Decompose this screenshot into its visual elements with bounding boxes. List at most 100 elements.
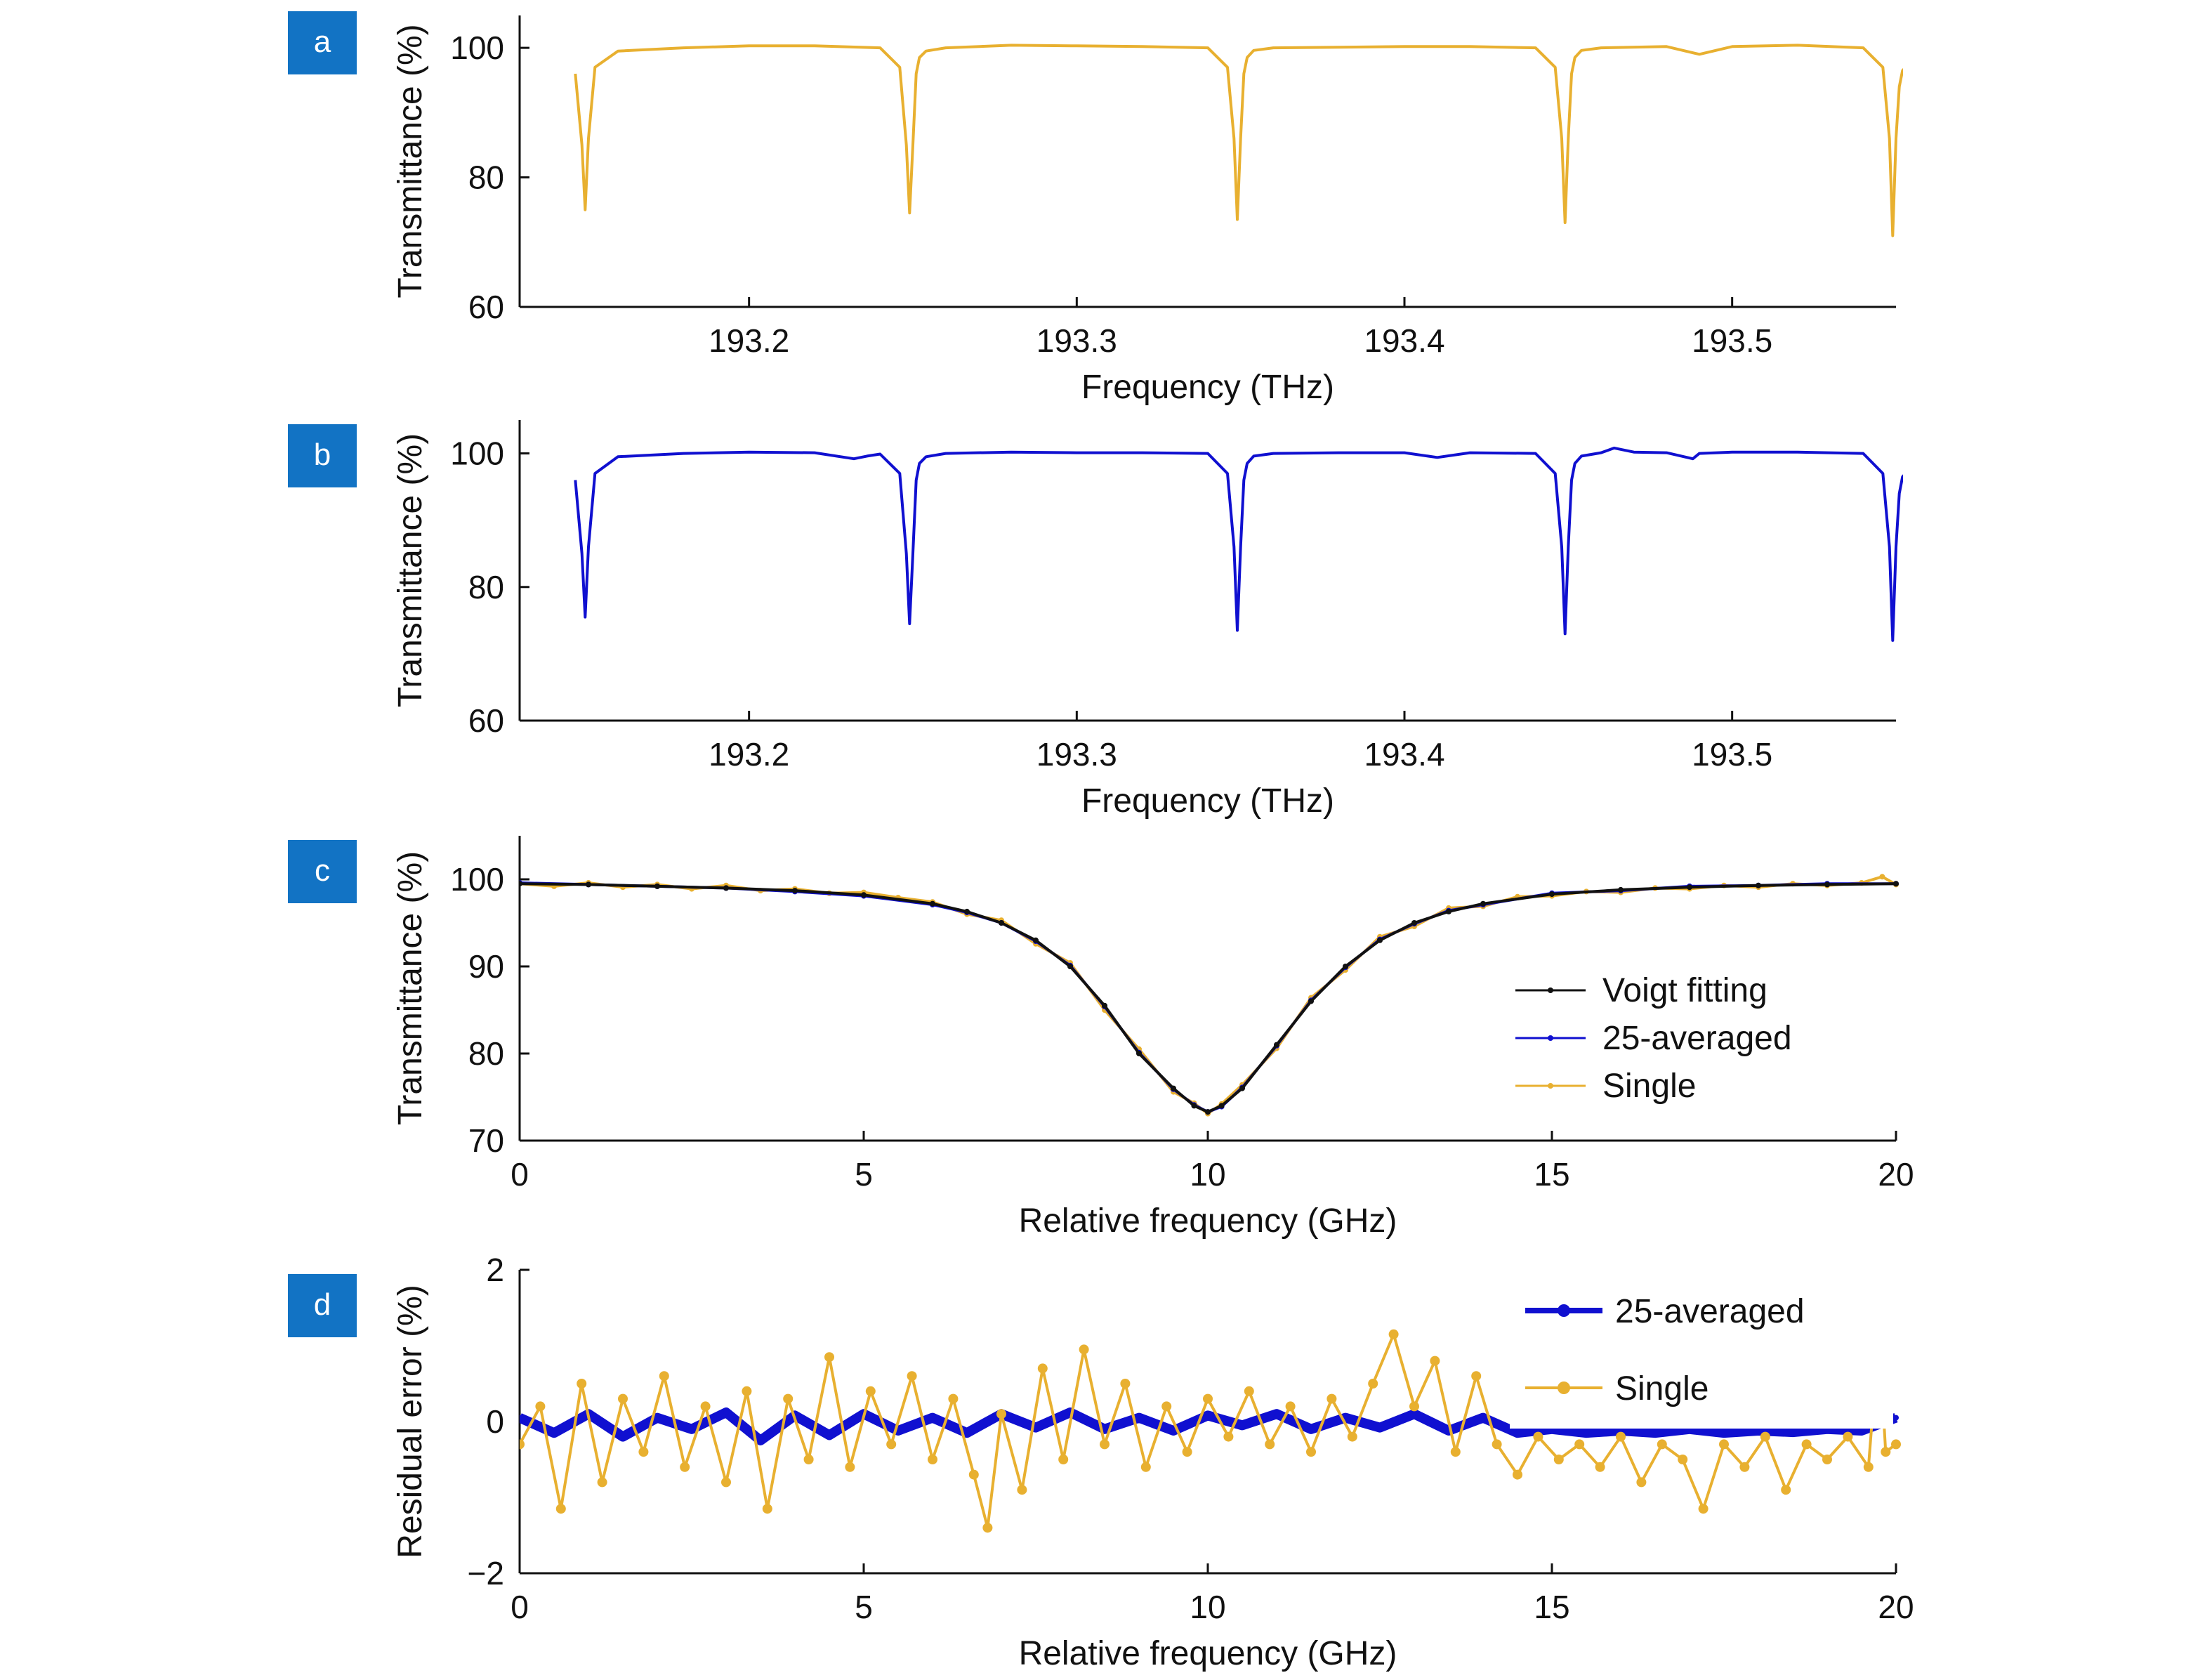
x-tick-label: 193.2 [709,736,789,773]
x-axis-label: Frequency (THz) [1081,782,1334,820]
data-point [930,1415,935,1421]
data-point [1863,1462,1874,1472]
data-point [1843,1431,1853,1442]
data-point [928,1455,937,1464]
data-point [1377,1424,1383,1431]
panel-badge-label: b [314,438,331,472]
data-point [1450,1447,1461,1457]
data-point [783,1393,794,1404]
data-point [597,1477,607,1488]
panel-badge [288,840,357,903]
panel-badge [288,424,357,487]
data-point [700,1401,711,1412]
data-point [1306,1447,1316,1457]
data-point [827,1432,832,1438]
x-tick-label: 193.3 [1036,736,1117,773]
y-tick-label: 70 [468,1122,504,1159]
series-averaged [574,446,1903,642]
data-point [723,1410,729,1415]
data-point [1274,1411,1279,1417]
data-point [1687,884,1692,891]
legend: 25-averaged Single [1510,1273,1893,1429]
legend-marker [1548,1035,1553,1041]
y-tick-label: 2 [486,1252,504,1288]
data-point [520,881,522,887]
data-point [1388,1329,1399,1339]
panel-a: a 193.2 193.3 193.4 193.5 60 80 100 Frequency (T… [288,11,1903,406]
data-point [1308,1426,1314,1432]
data-point [930,900,935,907]
legend-marker [1548,987,1553,993]
data-point [1652,1430,1658,1436]
data-point [1480,900,1486,907]
data-point [845,1462,855,1472]
data-point [803,1455,814,1464]
data-point [1191,1103,1197,1109]
data-point [1618,886,1624,893]
legend-label: 25-averaged [1615,1293,1805,1330]
series-25-averaged [520,1407,1899,1445]
data-point [865,1386,876,1396]
data-point [1411,1411,1417,1417]
x-axis-label: Relative frequency (GHz) [1019,1635,1397,1672]
data-point [1265,1439,1275,1450]
data-point [586,881,591,888]
data-point [1584,1430,1589,1436]
data-point [1719,1439,1729,1450]
panel-b: b 193.2 193.3 193.4 193.5 60 80 100 Frequency (T… [288,420,1903,820]
data-point [1553,1455,1564,1464]
data-point [1781,1485,1791,1495]
data-point [1239,1085,1245,1091]
y-tick-label: 80 [468,1035,504,1072]
y-tick-label: 60 [468,702,504,739]
x-tick-label: 193.2 [709,322,789,359]
x-tick-label: 20 [1878,1156,1914,1193]
data-point [1182,1447,1192,1457]
data-point [1285,1401,1296,1412]
data-point [1347,1431,1357,1442]
data-point [1698,1504,1709,1514]
data-point [654,883,660,889]
data-point [907,1371,917,1382]
data-point [1822,1455,1832,1464]
data-point [742,1386,752,1396]
data-point [1739,1462,1750,1472]
series-line [574,446,1903,642]
data-point [1881,1447,1891,1457]
data-point [1515,1430,1520,1436]
data-point [1636,1477,1647,1488]
panel-badge [288,1274,357,1337]
x-tick-label: 0 [511,1589,529,1625]
data-point [1140,1462,1151,1472]
data-point [1471,1371,1482,1382]
series-line [520,1332,1897,1530]
x-tick-label: 15 [1534,1156,1569,1193]
series-line [574,44,1903,237]
data-point [1549,891,1555,898]
data-point [1017,1485,1027,1495]
data-point [1480,1415,1486,1421]
data-point [861,892,867,898]
data-point [654,1415,660,1421]
data-point [723,885,729,891]
data-point [1657,1439,1667,1450]
data-point [1446,908,1451,914]
data-point [1102,1002,1107,1009]
data-point [1760,1431,1770,1442]
panel-badge [288,11,357,74]
data-point [1533,1431,1543,1442]
x-tick-label: 15 [1534,1589,1569,1625]
data-point [1244,1386,1254,1396]
legend-marker [1548,1083,1553,1089]
data-point [762,1504,772,1514]
data-point [1756,1428,1761,1433]
data-point [1595,1462,1605,1472]
data-point [535,1401,546,1412]
x-tick-label: 5 [855,1589,873,1625]
data-point [1223,1431,1234,1442]
data-point [577,1379,587,1389]
data-point [1037,1363,1048,1374]
data-point [1067,964,1073,969]
data-point [1824,881,1830,888]
series-single [574,44,1903,237]
